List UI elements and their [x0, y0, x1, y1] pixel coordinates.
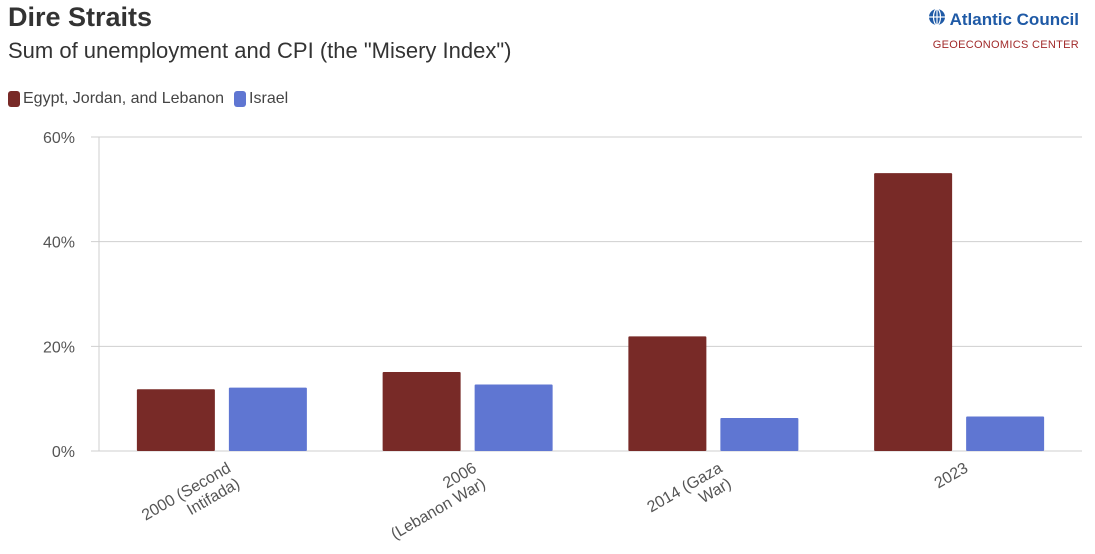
- brand-logo: Atlantic Council GEOECONOMICS CENTER: [928, 8, 1079, 51]
- x-tick-label-line: 2023: [932, 460, 971, 493]
- y-tick-label: 40%: [43, 235, 75, 252]
- x-tick-label: 2000 (SecondIntifada): [139, 460, 243, 540]
- y-tick-label: 0%: [52, 444, 75, 461]
- legend-label-series1: Egypt, Jordan, and Lebanon: [23, 90, 225, 107]
- bar-series1-1: [382, 371, 461, 451]
- legend-item-series2[interactable]: Israel: [234, 90, 288, 108]
- x-tick-label: 2006(Lebanon War): [379, 460, 488, 543]
- bar-series2-1: [474, 384, 553, 451]
- chart-subtitle: Sum of unemployment and CPI (the "Misery…: [8, 38, 512, 63]
- x-tick-label: 2014 (GazaWar): [644, 460, 734, 532]
- chart-legend: Egypt, Jordan, and Lebanon Israel: [8, 90, 292, 108]
- legend-label-series2: Israel: [249, 90, 289, 107]
- bar-series2-3: [966, 416, 1045, 451]
- bar-series2-2: [720, 418, 799, 451]
- bar-series1-0: [136, 389, 215, 451]
- x-tick-label-line: (Lebanon War): [388, 475, 488, 543]
- brand-name: Atlantic Council: [949, 9, 1079, 29]
- y-tick-label: 20%: [43, 339, 75, 356]
- globe-icon: [928, 8, 946, 31]
- legend-swatch-series2: [234, 91, 247, 107]
- bar-series1-2: [628, 336, 707, 451]
- legend-item-series1[interactable]: Egypt, Jordan, and Lebanon: [8, 90, 224, 108]
- y-tick-label: 60%: [43, 130, 75, 147]
- bar-series2-0: [228, 387, 307, 451]
- bar-series1-3: [874, 173, 953, 452]
- brand-center: GEOECONOMICS CENTER: [932, 39, 1079, 51]
- chart-title: Dire Straits: [8, 2, 153, 32]
- brand-name-row: Atlantic Council: [928, 8, 1079, 31]
- legend-swatch-series1: [8, 91, 20, 107]
- x-tick-label: 2023: [932, 460, 971, 493]
